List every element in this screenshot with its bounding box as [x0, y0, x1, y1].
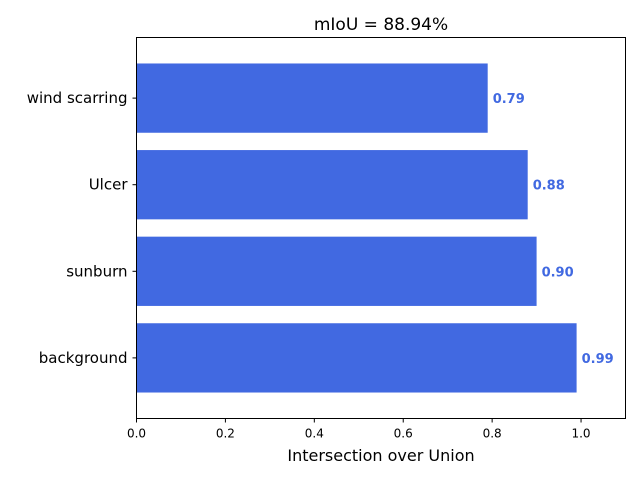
- x-tick-label: 0.2: [216, 427, 235, 441]
- bar-ulcer: [136, 150, 528, 220]
- x-axis-label: Intersection over Union: [287, 446, 474, 465]
- chart-title: mIoU = 88.94%: [314, 15, 448, 35]
- bar-background: [136, 323, 577, 393]
- x-tick-label: 0.6: [394, 427, 413, 441]
- x-tick-label: 0.4: [305, 427, 324, 441]
- x-tick-label: 0.0: [127, 427, 146, 441]
- bars-group: [136, 63, 577, 393]
- y-tick-label-wind-scarring: wind scarring: [27, 89, 128, 107]
- value-label-background: 0.99: [582, 352, 614, 367]
- bar-sunburn: [136, 236, 537, 306]
- x-axis-ticks: 0.0 0.2 0.4 0.6 0.8 1.0: [127, 418, 591, 441]
- bar-wind-scarring: [136, 63, 488, 133]
- y-axis-ticks: background sunburn Ulcer wind scarring: [27, 89, 137, 367]
- value-label-wind-scarring: 0.79: [493, 92, 525, 107]
- value-label-sunburn: 0.90: [542, 265, 574, 280]
- value-label-ulcer: 0.88: [533, 179, 565, 194]
- x-tick-label: 0.8: [483, 427, 502, 441]
- y-tick-label-ulcer: Ulcer: [89, 176, 129, 194]
- y-tick-label-sunburn: sunburn: [66, 262, 127, 280]
- value-labels-group: 0.99 0.90 0.88 0.79: [493, 92, 614, 367]
- plot-frame: [136, 37, 626, 419]
- x-tick-label: 1.0: [571, 427, 590, 441]
- y-tick-label-background: background: [39, 349, 128, 367]
